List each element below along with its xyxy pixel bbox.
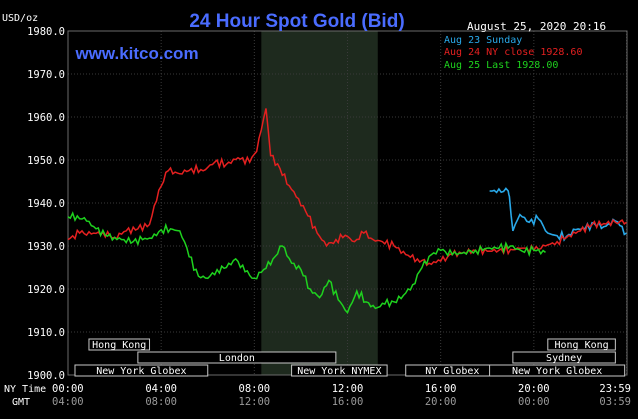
watermark: www.kitco.com (74, 44, 198, 63)
x-tick-label-gmt: 20:00 (425, 396, 457, 408)
series-line-3 (67, 211, 546, 314)
market-bar (291, 364, 388, 377)
x-tick-label-ny: 12:00 (332, 383, 364, 395)
x-tick-label-gmt: 04:00 (52, 396, 84, 408)
chart-title: 24 Hour Spot Gold (Bid) (189, 11, 404, 32)
x-tick-label-gmt: 12:00 (239, 396, 271, 408)
series-line-1 (489, 187, 627, 242)
legend: Aug 23 Sunday Aug 24 NY close 1928.60 Au… (444, 35, 582, 71)
x-tick-label-gmt: 00:00 (518, 396, 550, 408)
market-bar (547, 338, 616, 351)
y-tick-label: 1920.0 (27, 284, 65, 296)
market-label: Sydney (546, 353, 582, 364)
y-tick-label: 1960.0 (27, 112, 65, 124)
y-tick-label: 1940.0 (27, 198, 65, 210)
legend-entry-aug23: Aug 23 Sunday (444, 35, 522, 46)
market-bar (88, 338, 151, 351)
gmt-label: GMT (12, 397, 30, 408)
x-tick-label-ny: 04:00 (145, 383, 177, 395)
timestamp: August 25, 2020 20:16 (467, 20, 606, 33)
market-label: NY Globex (425, 366, 479, 377)
y-tick-label: 1900.0 (27, 370, 65, 382)
y-tick-label: 1910.0 (27, 327, 65, 339)
y-tick-label: 1980.0 (27, 26, 65, 38)
legend-entry-aug24: Aug 24 NY close 1928.60 (444, 47, 582, 58)
x-tick-label-ny: 20:00 (518, 383, 550, 395)
market-label: London (219, 353, 255, 364)
x-tick-label-ny: 08:00 (239, 383, 271, 395)
legend-entry-aug25: Aug 25 Last 1928.00 (444, 60, 558, 71)
x-tick-label-ny: 23:59 (599, 383, 631, 395)
market-label: New York Globex (96, 366, 186, 377)
market-label: Hong Kong (554, 340, 608, 351)
market-bar (489, 364, 626, 377)
market-label: New York Globex (512, 366, 602, 377)
y-tick-label: 1930.0 (27, 241, 65, 253)
x-tick-label-gmt: 03:59 (599, 396, 631, 408)
market-label: New York NYMEX (297, 366, 381, 377)
ny-time-label: NY Time (4, 384, 46, 395)
market-bar (137, 351, 337, 364)
market-label: Hong Kong (92, 340, 146, 351)
unit-label: USD/oz (2, 13, 38, 24)
market-bar (74, 364, 209, 377)
y-tick-label: 1950.0 (27, 155, 65, 167)
market-bar (512, 351, 616, 364)
x-tick-label-gmt: 16:00 (332, 396, 364, 408)
y-tick-label: 1970.0 (27, 69, 65, 81)
x-tick-label-ny: 16:00 (425, 383, 457, 395)
x-tick-label-ny: 00:00 (52, 383, 84, 395)
x-tick-label-gmt: 08:00 (145, 396, 177, 408)
shaded-session (261, 31, 378, 375)
